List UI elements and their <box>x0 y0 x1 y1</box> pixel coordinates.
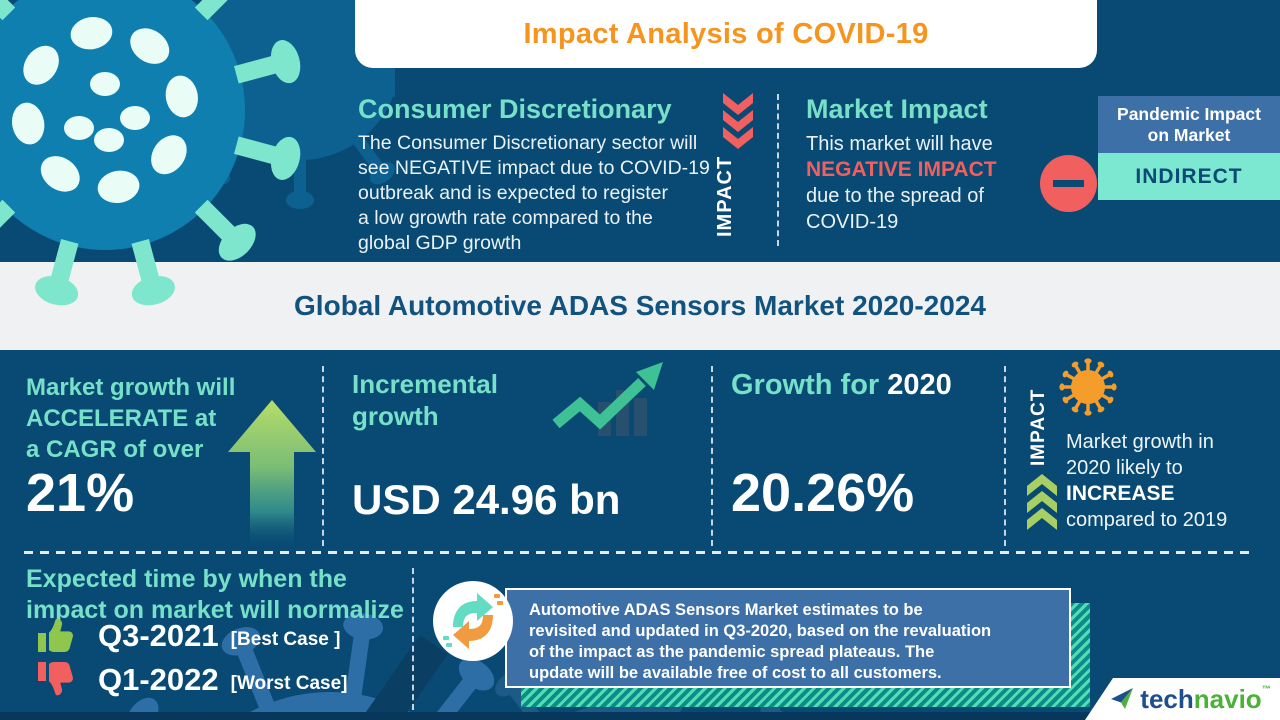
minus-bar <box>1053 180 1084 187</box>
incremental-heading: Incremental growth <box>352 368 498 432</box>
growth2020-value: 20.26% <box>731 463 915 523</box>
banner-title: Impact Analysis of COVID-19 <box>523 17 929 50</box>
market-impact-line: due to the spread of <box>806 185 984 207</box>
sector-body-line: see NEGATIVE impact due to COVID-19 <box>358 157 710 179</box>
stats-divider <box>711 366 713 546</box>
normalize-heading-line: impact on market will normalize <box>26 596 404 624</box>
market-title-band: Global Automotive ADAS Sensors Market 20… <box>0 262 1280 350</box>
chevrons-down-icon <box>723 93 753 149</box>
update-note-box: Automotive ADAS Sensors Market estimates… <box>505 588 1071 688</box>
coronavirus-illustration <box>0 0 395 306</box>
sector-body-line: The Consumer Discretionary sector will <box>358 132 698 154</box>
incremental-value: USD 24.96 bn <box>352 476 621 523</box>
worst-case-row: Q1-2022 [Worst Case] <box>36 660 347 700</box>
thumbs-down-icon <box>38 662 73 696</box>
bottom-divider <box>412 568 414 710</box>
minus-circle-icon <box>1040 155 1097 212</box>
note-line: Automotive ADAS Sensors Market estimates… <box>529 601 923 619</box>
stats-divider <box>322 366 324 546</box>
best-case-row: Q3-2021 [Best Case ] <box>36 616 340 656</box>
brand-part-navio: navio <box>1193 683 1262 714</box>
cagr-line: ACCELERATE at <box>26 405 217 432</box>
note-line: update will be available free of cost to… <box>529 664 942 682</box>
brand-trademark: ™ <box>1261 683 1271 694</box>
growth2020-label: Growth for <box>731 369 880 401</box>
pandemic-impact-title: Pandemic Impact on Market <box>1098 96 1280 153</box>
refresh-arrows-icon <box>443 593 503 649</box>
impact-vertical-label: IMPACT <box>714 155 736 237</box>
increase-highlight: INCREASE <box>1066 482 1175 505</box>
incremental-line: Incremental <box>352 369 498 399</box>
normalize-heading: Expected time by when the impact on mark… <box>26 564 404 626</box>
sector-body-line: global GDP growth <box>358 232 522 254</box>
market-title: Global Automotive ADAS Sensors Market 20… <box>294 290 986 321</box>
refresh-badge <box>433 581 513 661</box>
cagr-heading: Market growth will ACCELERATE at a CAGR … <box>26 372 235 465</box>
sector-body-line: outbreak and is expected to register <box>358 182 669 204</box>
growth2020-year: 2020 <box>887 369 952 401</box>
best-case-label: [Best Case ] <box>230 628 341 650</box>
up-arrow-icon <box>228 400 316 550</box>
cagr-value: 21% <box>26 463 135 523</box>
negative-impact-highlight: NEGATIVE IMPACT <box>806 158 997 181</box>
market-impact-line: This market will have <box>806 133 993 155</box>
brand-plate: technavio™ <box>1085 678 1280 720</box>
worst-case-label: [Worst Case] <box>230 672 348 694</box>
market-impact-line: COVID-19 <box>806 211 899 233</box>
market-impact-heading: Market Impact <box>806 94 988 124</box>
incremental-line: growth <box>352 401 439 431</box>
virus-icon-orange <box>1059 358 1117 416</box>
best-case-value: Q3-2021 <box>98 618 219 653</box>
normalize-heading-line: Expected time by when the <box>26 565 347 593</box>
market-impact-body: This market will have NEGATIVE IMPACT du… <box>806 131 997 235</box>
brand-part-tech: tech <box>1140 683 1194 714</box>
outlook-line: Market growth in <box>1066 431 1214 453</box>
top-section-divider <box>777 94 779 246</box>
sector-body-line: a low growth rate compared to the <box>358 207 653 229</box>
note-line: of the impact as the pandemic spread pla… <box>529 643 935 661</box>
note-line: revisited and updated in Q3-2020, based … <box>529 622 992 640</box>
outlook-line: compared to 2019 <box>1066 508 1228 531</box>
outlook-text: Market growth in 2020 likely to INCREASE… <box>1066 430 1227 533</box>
sector-body: The Consumer Discretionary sector will s… <box>358 131 710 256</box>
growth-chart-icon <box>552 362 663 436</box>
pandemic-impact-value: INDIRECT <box>1098 153 1280 200</box>
pandemic-impact-box: Pandemic Impact on Market INDIRECT <box>1098 96 1280 200</box>
chevrons-up-icon <box>1027 474 1057 530</box>
outlook-line: 2020 likely to <box>1066 456 1183 479</box>
growth2020-heading: Growth for 2020 <box>731 370 952 401</box>
top-banner: Impact Analysis of COVID-19 <box>355 0 1097 68</box>
thumbs-up-icon <box>38 618 73 652</box>
pandemic-title-line: on Market <box>1147 124 1231 145</box>
stats-divider <box>1004 366 1006 546</box>
cagr-line: a CAGR of over <box>26 436 204 463</box>
impact-vertical-label: IMPACT <box>1028 388 1049 466</box>
worst-case-value: Q1-2022 <box>98 662 219 697</box>
pandemic-title-line: Pandemic Impact <box>1117 103 1261 124</box>
cagr-line: Market growth will <box>26 374 236 401</box>
sector-heading: Consumer Discretionary <box>358 94 672 124</box>
brand-wordmark: technavio™ <box>1140 684 1270 715</box>
horizontal-separator <box>24 551 1256 554</box>
bottom-strip <box>0 712 1280 720</box>
technavio-logo-icon <box>1111 688 1134 709</box>
